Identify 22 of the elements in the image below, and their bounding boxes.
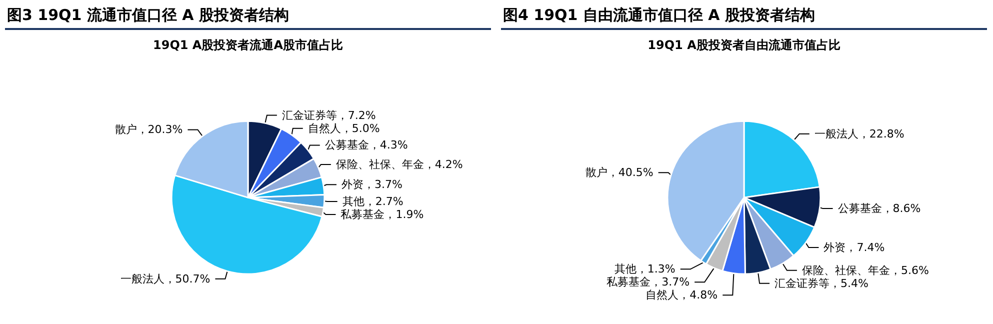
slice-label: 散户，40.5%	[585, 166, 654, 180]
slice-label: 汇金证券等，7.2%	[282, 108, 376, 122]
slice-label: 一般法人，50.7%	[120, 272, 210, 286]
slice-label: 保险、社保、年金，4.2%	[336, 158, 463, 172]
slice-label: 自然人，4.8%	[646, 288, 718, 302]
slice-label: 外资，7.4%	[824, 240, 885, 254]
chart-title: 图3 19Q1 流通市值口径 A 股投资者结构	[5, 0, 491, 30]
slice-label: 其他，2.7%	[342, 195, 404, 208]
slice-label: 散户，20.3%	[114, 123, 183, 136]
slice-label: 自然人，5.0%	[308, 122, 380, 135]
slice-label: 保险、社保、年金，5.6%	[802, 264, 929, 277]
slice-label: 其他，1.3%	[614, 262, 676, 276]
slice-label: 汇金证券等，5.4%	[774, 276, 868, 290]
slice-label: 公募基金，8.6%	[838, 202, 921, 216]
chart-subtitle: 19Q1 A股投资者自由流通市值占比	[648, 38, 840, 52]
slice-label: 外资，3.7%	[341, 178, 402, 192]
slice-label: 一般法人，22.8%	[814, 127, 904, 140]
chart-subtitle: 19Q1 A股投资者流通A股市值占比	[152, 38, 344, 52]
slice-label: 私募基金，1.9%	[340, 208, 424, 222]
slice-label: 私募基金，3.7%	[606, 276, 690, 289]
chart-title: 图4 19Q1 自由流通市值口径 A 股投资者结构	[501, 0, 987, 30]
slice-label: 公募基金，4.3%	[324, 138, 408, 152]
